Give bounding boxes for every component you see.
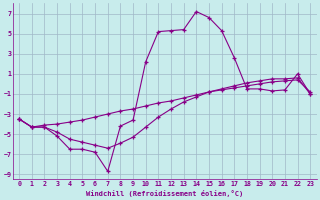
- X-axis label: Windchill (Refroidissement éolien,°C): Windchill (Refroidissement éolien,°C): [86, 190, 243, 197]
